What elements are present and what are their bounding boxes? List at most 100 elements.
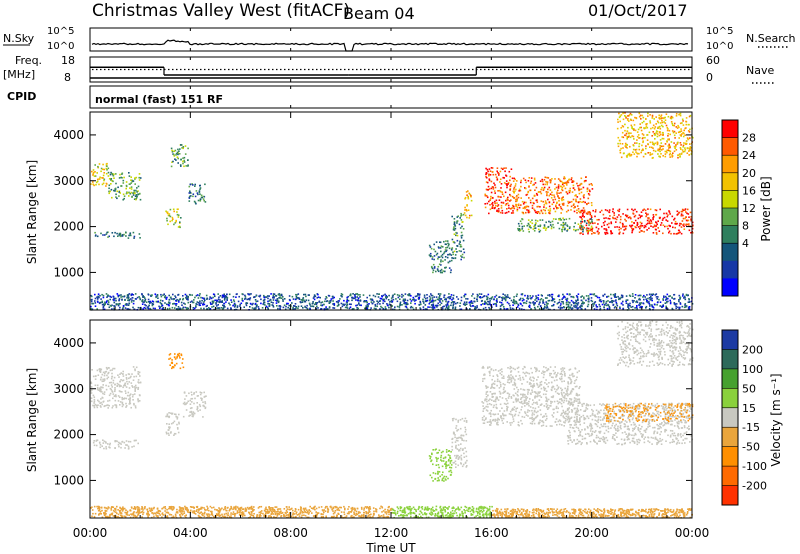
data-cell [453,218,456,220]
data-cell [548,194,551,197]
data-cell [178,308,181,310]
data-cell [633,124,636,126]
data-cell [129,192,132,195]
data-cell [451,418,454,420]
data-cell [521,227,524,230]
data-cell [115,182,117,185]
data-cell [195,305,197,307]
data-cell [465,420,468,422]
data-cell [206,297,208,300]
data-cell [578,189,580,192]
data-cell [487,189,489,191]
data-cell [344,303,346,306]
data-cell [499,381,502,384]
data-cell [442,270,445,272]
data-cell [464,196,467,199]
data-cell [598,296,601,299]
data-cell [570,177,573,179]
data-cell [138,176,140,179]
data-cell [662,134,664,136]
data-cell [650,225,652,227]
data-cell [548,211,551,213]
data-cell [137,190,139,192]
data-cell [566,228,569,231]
noise-left-tick-top: 10^5 [47,26,74,37]
data-cell [665,150,668,153]
data-cell [618,116,621,119]
data-cell [230,301,233,303]
data-cell [572,204,575,206]
data-cell [503,414,505,417]
data-cell [121,235,124,237]
data-cell [582,186,585,189]
data-cell [221,296,224,299]
data-cell [446,304,449,306]
data-cell [649,152,651,154]
data-cell [199,200,202,202]
data-cell [608,218,611,220]
data-cell [179,367,182,370]
data-cell [488,212,490,215]
data-cell [491,306,493,309]
data-cell [652,131,654,133]
data-cell [546,304,548,306]
data-cell [190,195,192,197]
data-cell [453,417,455,420]
data-cell [530,297,532,300]
data-cell [275,299,277,302]
data-cell [627,136,630,138]
data-cell [540,387,543,390]
data-cell [221,301,223,303]
data-cell [551,414,554,416]
station-title: Christmas Valley West (fitACF) [92,1,350,21]
data-cell [479,297,482,299]
data-cell [520,393,522,396]
data-cell [496,397,499,400]
data-cell [382,307,385,310]
data-cell [653,134,656,136]
data-cell [128,195,130,197]
data-cell [648,227,650,230]
data-cell [131,299,133,302]
data-cell [545,397,548,400]
data-cell [487,300,489,303]
data-cell [451,441,454,444]
data-cell [643,208,645,211]
data-cell [520,197,522,199]
data-cell [632,144,635,147]
data-cell [96,172,98,174]
data-cell [638,298,640,301]
data-cell [196,294,199,296]
data-cell [543,188,545,190]
data-cell [112,379,115,382]
data-cell [94,403,97,406]
data-cell [592,293,595,296]
data-cell [171,161,173,163]
data-cell [652,217,654,219]
data-cell [564,177,566,180]
data-cell [466,465,468,467]
data-cell [382,294,385,297]
data-cell [538,231,541,233]
data-cell [541,178,543,181]
data-cell [457,439,459,442]
data-cell [692,136,694,139]
data-cell [669,301,672,304]
data-cell [99,405,102,407]
data-cell [518,188,521,191]
data-cell [522,211,524,214]
data-cell [545,191,548,193]
data-cell [678,307,681,310]
data-cell [175,219,177,222]
colorbar-tick-label: 28 [742,132,756,145]
data-cell [686,208,689,211]
data-cell [455,446,457,448]
data-cell [192,412,195,414]
data-cell [103,308,106,311]
data-cell [92,171,95,174]
data-cell [604,293,606,296]
data-cell [598,303,601,306]
data-cell [554,183,556,185]
data-cell [516,386,518,389]
